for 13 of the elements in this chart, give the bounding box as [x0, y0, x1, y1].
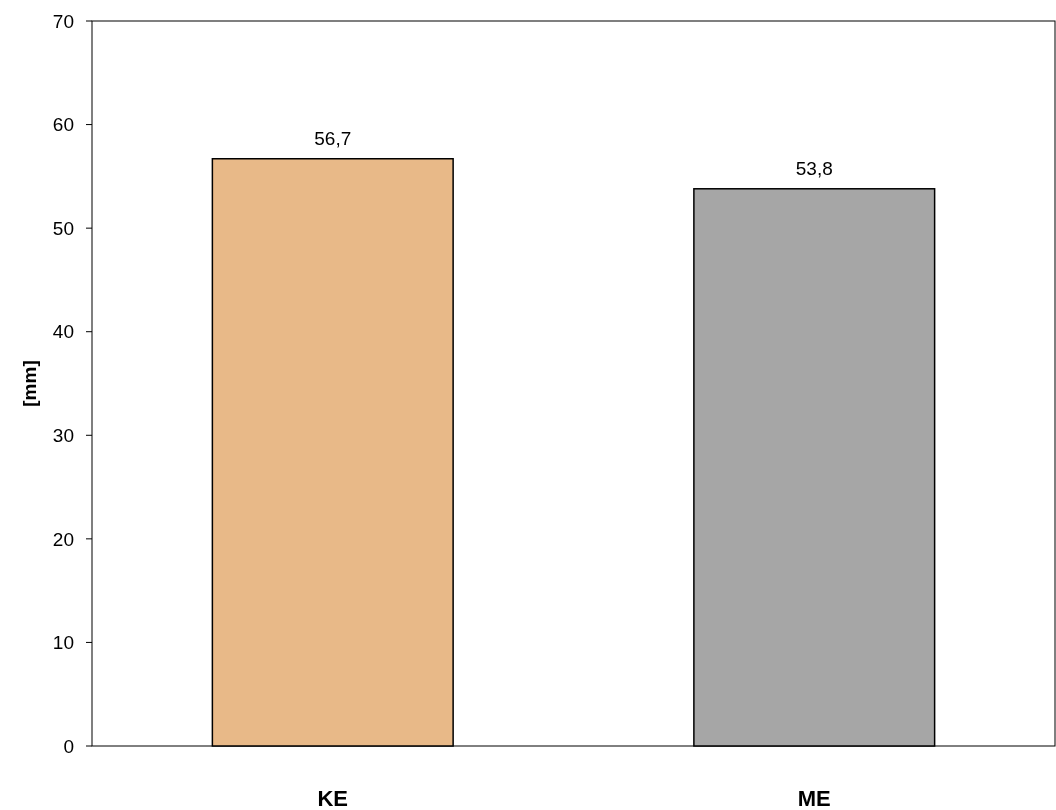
x-tick-label: KE — [317, 786, 349, 810]
y-tick-label: 70 — [52, 10, 74, 32]
data-label: 53,8 — [795, 157, 833, 179]
x-tick-label: ME — [797, 786, 831, 810]
data-label: 56,7 — [314, 127, 352, 149]
y-tick-label: 60 — [52, 114, 74, 136]
y-tick-label: 20 — [52, 528, 74, 550]
y-tick-label: 10 — [52, 632, 74, 654]
y-axis-title: [mm] — [19, 360, 40, 407]
y-tick-label: 30 — [52, 424, 74, 446]
y-tick-label: 50 — [52, 217, 74, 239]
y-tick-label: 40 — [52, 321, 74, 343]
y-tick-label: 0 — [63, 735, 74, 757]
